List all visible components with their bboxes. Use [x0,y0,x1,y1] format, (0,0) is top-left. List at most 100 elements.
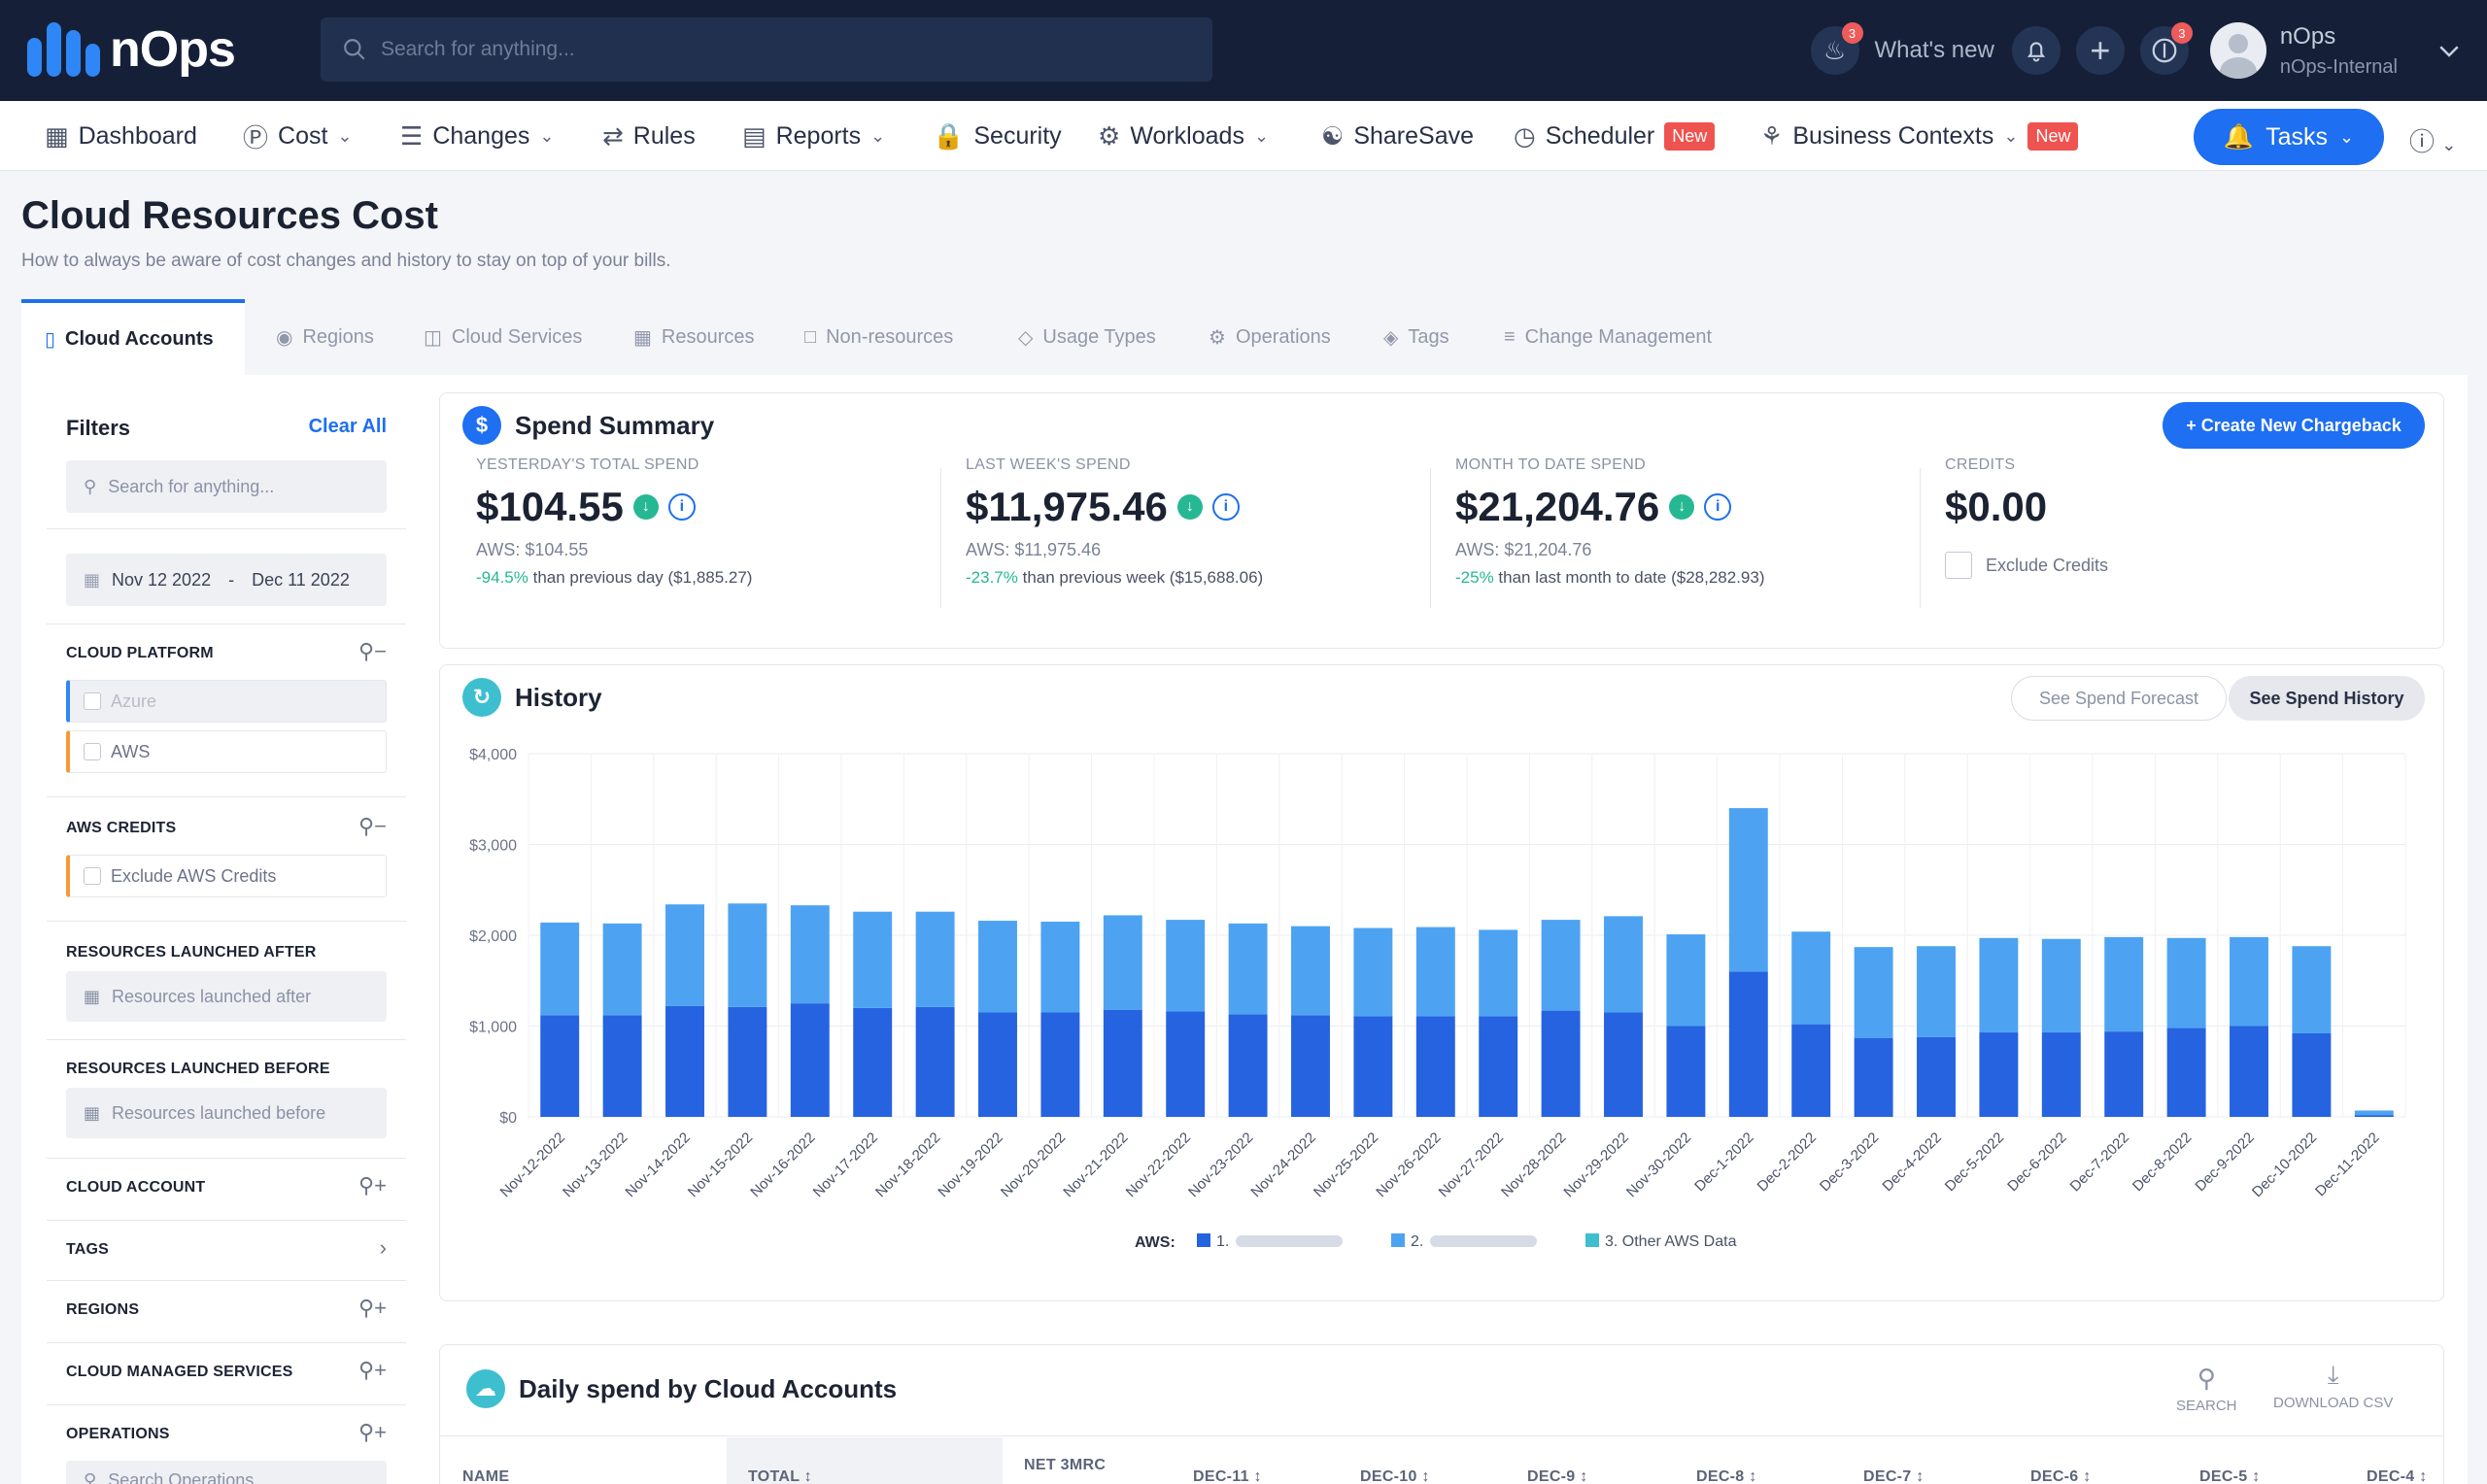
nav-cost[interactable]: Ⓟ Cost ⌄ [243,101,353,171]
table-search-button[interactable]: ⚲ SEARCH [2176,1364,2237,1414]
tab-regions[interactable]: ◉ Regions [276,299,374,375]
search-plus-icon[interactable]: ⚲+ [358,1296,387,1320]
nav-workloads[interactable]: ⚙ Workloads ⌄ [1098,101,1269,171]
launched-after-input[interactable]: ▦ Resources launched after [66,971,387,1022]
tab-cloud-services[interactable]: ◫ Cloud Services [424,299,582,375]
nops-logo[interactable]: nOps [27,19,236,80]
network-icon: ⚘ [1760,120,1784,151]
nav-dashboard[interactable]: ▦ Dashboard [45,101,197,171]
x-tick-label: Nov-18-2022 [872,1130,943,1200]
x-tick-label: Nov-26-2022 [1373,1130,1444,1200]
stat-aws: AWS: $21,204.76 [1455,540,1592,559]
list-icon: ☰ [400,120,424,151]
bell-icon[interactable] [2011,26,2061,75]
search-minus-icon[interactable]: ⚲− [358,639,387,663]
date-range-picker[interactable]: ▦ Nov 12 2022 - Dec 11 2022 [66,554,387,606]
bar-segment [1353,928,1393,1017]
bar-segment [790,1003,830,1117]
tasks-button[interactable]: 🔔 Tasks ⌄ [2194,109,2384,165]
launched-before-input[interactable]: ▦ Resources launched before [66,1088,387,1138]
x-tick-label: Dec-4-2022 [1879,1130,1944,1195]
avatar[interactable] [2209,22,2266,79]
download-csv-button[interactable]: ⤓ DOWNLOAD CSV [2273,1360,2393,1411]
see-spend-history-button[interactable]: See Spend History [2229,676,2425,721]
checkbox[interactable] [84,743,101,760]
tab-operations[interactable]: ⚙ Operations [1209,299,1331,375]
column-header[interactable]: DEC-9 ↕ [1527,1468,1588,1484]
platform-option-azure[interactable]: Azure [66,680,387,723]
bar-segment [1854,1037,1893,1117]
column-header[interactable]: DEC-11 ↕ [1193,1468,1262,1484]
nav-sharesave[interactable]: ☯ ShareSave [1321,101,1474,171]
column-header[interactable]: NAME [462,1468,510,1484]
whats-new-link[interactable]: What's new [1874,37,1994,63]
fire-icon[interactable]: ♨ 3 [1810,22,1863,75]
tab-tags[interactable]: ◈ Tags [1383,299,1449,375]
help-icon[interactable]: ⓘ ⌄ [2409,127,2457,156]
search-plus-icon[interactable]: ⚲+ [358,1173,387,1197]
tab-change-management[interactable]: ≡ Change Management [1504,299,1712,375]
column-header[interactable]: DEC-4 ↕ [2367,1468,2428,1484]
tab-resources[interactable]: ▦ Resources [633,299,755,375]
column-header[interactable]: DEC-7 ↕ [1863,1468,1925,1484]
column-header[interactable]: DEC-8 ↕ [1696,1468,1757,1484]
stat-pct: -25% [1455,568,1494,587]
plus-icon[interactable]: + [2075,26,2125,75]
chevron-down-icon[interactable] [2435,36,2464,65]
nav-label: Rules [632,121,696,150]
bar-segment [2041,1032,2081,1117]
box-icon: □ [804,325,817,348]
info-icon[interactable]: i [1211,493,1240,521]
divider [47,1158,406,1159]
chevron-right-icon[interactable]: › [379,1235,387,1260]
tab-usage-types[interactable]: ◇ Usage Types [1018,299,1156,375]
nav-security[interactable]: 🔒 Security [933,101,1062,171]
nav-changes[interactable]: ☰ Changes ⌄ [400,101,554,171]
nav-scheduler[interactable]: ◷ Scheduler New [1514,101,1716,171]
exclude-aws-credits-option[interactable]: Exclude AWS Credits [66,855,387,897]
nav-reports[interactable]: ▤ Reports ⌄ [742,101,885,171]
clear-all-button[interactable]: Clear All [308,416,387,437]
bar-segment [2292,946,2332,1033]
logo-mark [27,22,100,77]
x-tick-label: Nov-14-2022 [622,1130,693,1200]
info-icon[interactable]: i [667,493,696,521]
create-chargeback-button[interactable]: + Create New Chargeback [2163,402,2425,449]
operations-search-input[interactable]: ⚲ Search Operations... [66,1461,387,1484]
x-tick-label: Dec-8-2022 [2129,1130,2195,1195]
tag-icon: ◇ [1018,326,1034,349]
filter-search-input[interactable]: ⚲ Search for anything... [66,460,387,513]
x-tick-label: Nov-22-2022 [1123,1130,1194,1200]
search-plus-icon[interactable]: ⚲+ [358,1358,387,1382]
dollar-icon[interactable]: 3 [2139,22,2193,75]
divider [47,1220,406,1221]
checkbox[interactable] [84,692,101,710]
global-search-input[interactable]: Search for anything... [321,17,1212,82]
nav-rules[interactable]: ⇄ Rules [602,101,696,171]
tab-non-resources[interactable]: □ Non-resources [804,299,953,375]
user-info[interactable]: nOps nOps-Internal [2280,23,2398,79]
bar-segment [915,1006,955,1117]
search-minus-icon[interactable]: ⚲− [358,814,387,838]
x-tick-label: Dec-9-2022 [2192,1130,2257,1195]
bar-segment [2041,938,2081,1033]
date-separator: - [228,569,235,590]
search-plus-icon[interactable]: ⚲+ [358,1420,387,1444]
checkbox[interactable] [84,867,101,885]
column-header[interactable]: DEC-10 ↕ [1360,1468,1430,1484]
bar-segment [915,911,955,1007]
tab-cloud-accounts[interactable]: ▯ Cloud Accounts [21,299,245,375]
column-header[interactable]: TOTAL ↕ [748,1468,813,1484]
column-header[interactable]: DEC-5 ↕ [2199,1468,2261,1484]
column-header[interactable]: NET 3MRC [1024,1457,1107,1473]
x-tick-label: Nov-29-2022 [1560,1130,1631,1200]
column-header[interactable]: DEC-6 ↕ [2030,1468,2092,1484]
exclude-credits-option[interactable]: Exclude Credits [1945,552,2392,579]
platform-option-aws[interactable]: AWS [66,730,387,773]
stat-value: $11,975.46 [966,484,1168,529]
info-icon[interactable]: i [1704,493,1732,521]
nav-business-contexts[interactable]: ⚘ Business Contexts ⌄ New [1760,101,2079,171]
checkbox[interactable] [1945,552,1972,579]
see-spend-forecast-button[interactable]: See Spend Forecast [2011,676,2227,721]
divider [47,1039,406,1040]
